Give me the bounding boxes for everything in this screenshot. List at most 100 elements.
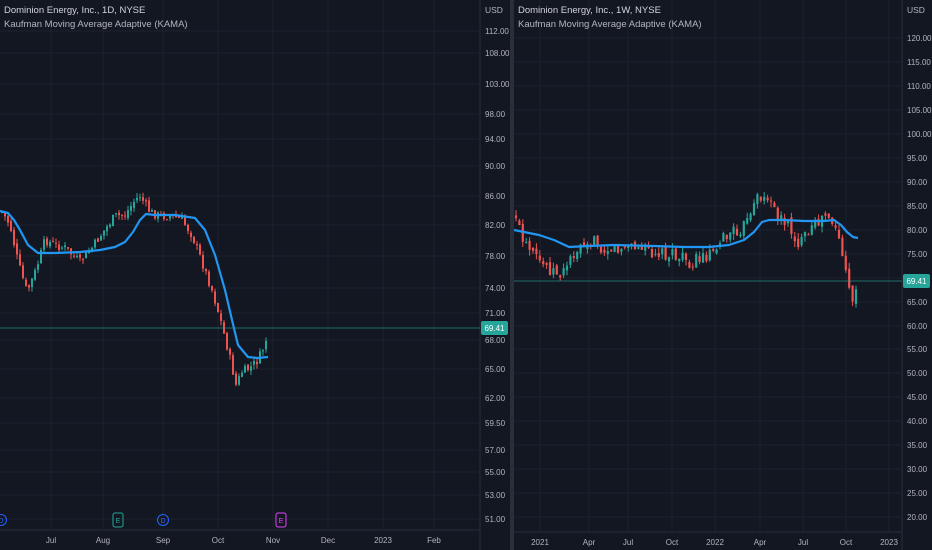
candle-body [148,200,150,212]
last-price-badge [481,321,508,335]
candle-body [73,255,75,257]
price-tick-label: 90.00 [485,162,506,171]
candle-body [752,203,756,216]
candle-body [211,285,213,291]
candle-body [667,257,671,262]
candle-body [112,214,114,226]
candle-body [97,238,99,242]
candle-body [241,372,243,377]
candle-body [85,252,87,259]
candle-body [827,213,830,218]
time-tick-label: Dec [321,536,335,545]
candle-body [16,243,18,255]
price-tick-label: 53.00 [485,491,506,500]
left-chart-title[interactable]: Dominion Energy, Inc., 1D, NYSE [4,5,146,16]
candle-body [220,313,222,321]
candle-body [4,211,6,217]
candle-body [202,255,204,269]
left-chart-pane[interactable]: Dominion Energy, Inc., 1D, NYSE Kaufman … [0,0,510,550]
time-tick-label: Sep [156,536,171,545]
candle-body [13,229,15,246]
time-tick-label: Feb [427,536,441,545]
candle-body [256,361,258,365]
candle-body [94,239,96,248]
candle-body [657,253,660,257]
price-tick-label: 57.00 [485,446,506,455]
candle-body [548,262,552,276]
candle-body [552,268,555,275]
time-tick-label: Oct [212,536,225,545]
candle-body [725,234,728,240]
candle-body [562,268,565,276]
right-price-chart[interactable]: USD 120.00 115.00 110.00 105.00 100.00 95.00 90… [514,0,932,550]
candle-body [130,205,132,211]
left-chart-indicator-label[interactable]: Kaufman Moving Average Adaptive (KAMA) [4,19,188,30]
left-price-chart[interactable]: USD 112.00 108.00 103.00 98.00 94.00 90.00 86.0… [0,0,510,550]
price-tick-label: 75.00 [907,250,928,259]
dividend-marker [157,514,169,526]
candle-body [538,255,541,261]
candle-body [814,219,817,228]
candle-body [783,217,786,226]
candle-body [531,247,535,251]
candle-body [10,221,12,232]
candle-body [525,242,528,244]
candle-body [37,264,39,270]
candle-body [514,215,518,219]
candle-body [722,233,725,242]
right-chart-indicator-label[interactable]: Kaufman Moving Average Adaptive (KAMA) [518,19,702,30]
candle-body [22,265,24,278]
candle-body [205,268,207,272]
candle-body [732,226,735,235]
candle-body [661,248,664,255]
candle-body [265,340,267,350]
price-tick-label: 65.00 [485,365,506,374]
time-tick-label: 2021 [531,538,549,547]
candle-body [166,219,168,221]
price-tick-label: 55.00 [907,345,928,354]
candle-body [681,252,684,260]
candle-body [100,236,102,241]
price-tick-label: 82.00 [485,221,506,230]
candle-body [187,224,189,232]
candle-body [28,285,30,288]
candle-body [31,278,33,287]
candle-body [746,218,749,224]
time-tick-label: 2023 [374,536,392,545]
candle-body [766,197,769,201]
time-tick-label: Jul [623,538,633,547]
candle-body [250,366,252,371]
right-chart-pane[interactable]: Dominion Energy, Inc., 1W, NYSE Kaufman … [514,0,932,550]
price-tick-label: 35.00 [907,441,928,450]
price-tick-label: 25.00 [907,489,928,498]
price-tick-label: 30.00 [907,465,928,474]
price-tick-label: 105.00 [907,106,932,115]
right-chart-title[interactable]: Dominion Energy, Inc., 1W, NYSE [518,5,661,16]
candle-body [535,248,538,255]
candle-body [229,348,231,355]
candle-body [593,236,596,247]
candle-body [623,246,626,248]
candle-body [572,256,575,259]
earnings-marker [112,512,124,528]
candle-body [76,255,78,258]
candle-body [749,213,752,221]
candle-body [136,197,138,201]
candle-body [691,266,694,268]
candle-body [46,238,48,246]
candle-body [238,376,240,385]
candle-body [729,232,732,240]
candle-body [25,279,27,286]
candle-body [151,210,153,212]
candle-body [64,245,66,248]
price-tick-label: 120.00 [907,34,932,43]
pane-divider[interactable] [510,0,514,550]
candle-body [40,250,42,264]
time-tick-label: 2022 [706,538,724,547]
price-tick-label: 74.00 [485,284,506,293]
candle-body [232,355,234,375]
candle-body [7,216,9,223]
candle-body [555,265,558,275]
candle-body [208,271,210,286]
candle-body [650,248,654,258]
